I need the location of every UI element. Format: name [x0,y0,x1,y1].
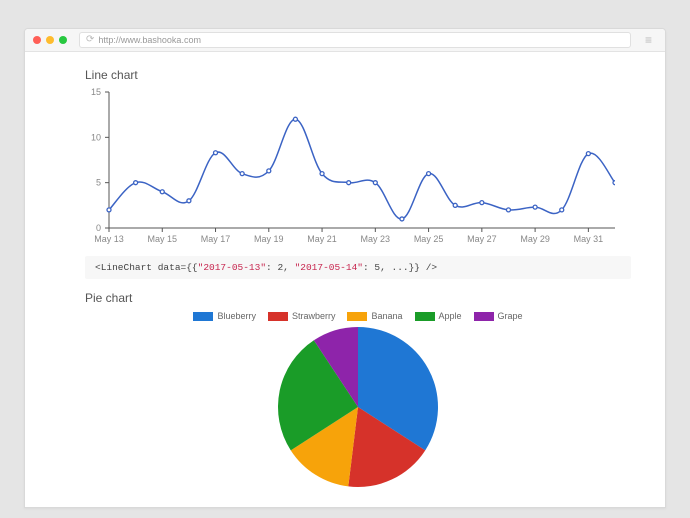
url-input[interactable]: ⟳ http://www.bashooka.com [79,32,631,48]
pie-chart-title: Pie chart [85,291,631,305]
minimize-window-icon[interactable] [46,36,54,44]
legend-item: Grape [474,311,523,321]
svg-text:5: 5 [96,178,101,188]
legend-item: Strawberry [268,311,336,321]
traffic-lights [33,36,67,44]
legend-swatch [193,312,213,321]
browser-chrome-bar: ⟳ http://www.bashooka.com ≡ [25,29,665,52]
pie-legend: Blueberry Strawberry Banana Apple Grape [85,311,631,321]
legend-item: Banana [347,311,402,321]
close-window-icon[interactable] [33,36,41,44]
svg-text:15: 15 [91,87,101,97]
svg-text:0: 0 [96,223,101,233]
legend-label: Apple [439,311,462,321]
legend-label: Blueberry [217,311,256,321]
legend-label: Grape [498,311,523,321]
svg-text:10: 10 [91,132,101,142]
svg-text:May 31: May 31 [574,234,604,244]
legend-item: Blueberry [193,311,256,321]
svg-text:May 23: May 23 [361,234,391,244]
code-val-1: : 2, [266,262,295,273]
svg-text:May 25: May 25 [414,234,444,244]
legend-item: Apple [415,311,462,321]
url-text: http://www.bashooka.com [98,35,201,45]
svg-text:May 29: May 29 [520,234,550,244]
code-key-2: "2017-05-14" [295,262,363,273]
page-content: Line chart 0 5 10 15 May 13 May 15 May 17 May 1… [25,52,665,507]
legend-label: Banana [371,311,402,321]
legend-swatch [347,312,367,321]
code-prefix: <LineChart data={{ [95,262,198,273]
line-chart: 0 5 10 15 May 13 May 15 May 17 May 19 May 21 May … [85,86,615,248]
menu-icon[interactable]: ≡ [645,34,657,46]
pie-chart [276,325,440,489]
svg-text:May 17: May 17 [201,234,231,244]
code-key-1: "2017-05-13" [198,262,266,273]
legend-swatch [268,312,288,321]
line-chart-title: Line chart [85,68,631,82]
svg-text:May 19: May 19 [254,234,284,244]
code-sample: <LineChart data={{"2017-05-13": 2, "2017… [85,256,631,279]
svg-text:May 27: May 27 [467,234,497,244]
browser-window: ⟳ http://www.bashooka.com ≡ Line chart 0… [24,28,666,508]
legend-swatch [474,312,494,321]
svg-text:May 13: May 13 [94,234,124,244]
zoom-window-icon[interactable] [59,36,67,44]
legend-swatch [415,312,435,321]
svg-text:May 21: May 21 [307,234,337,244]
svg-text:May 15: May 15 [148,234,178,244]
code-val-2: : 5, ...}} /> [363,262,437,273]
refresh-icon[interactable]: ⟳ [86,35,94,45]
legend-label: Strawberry [292,311,336,321]
